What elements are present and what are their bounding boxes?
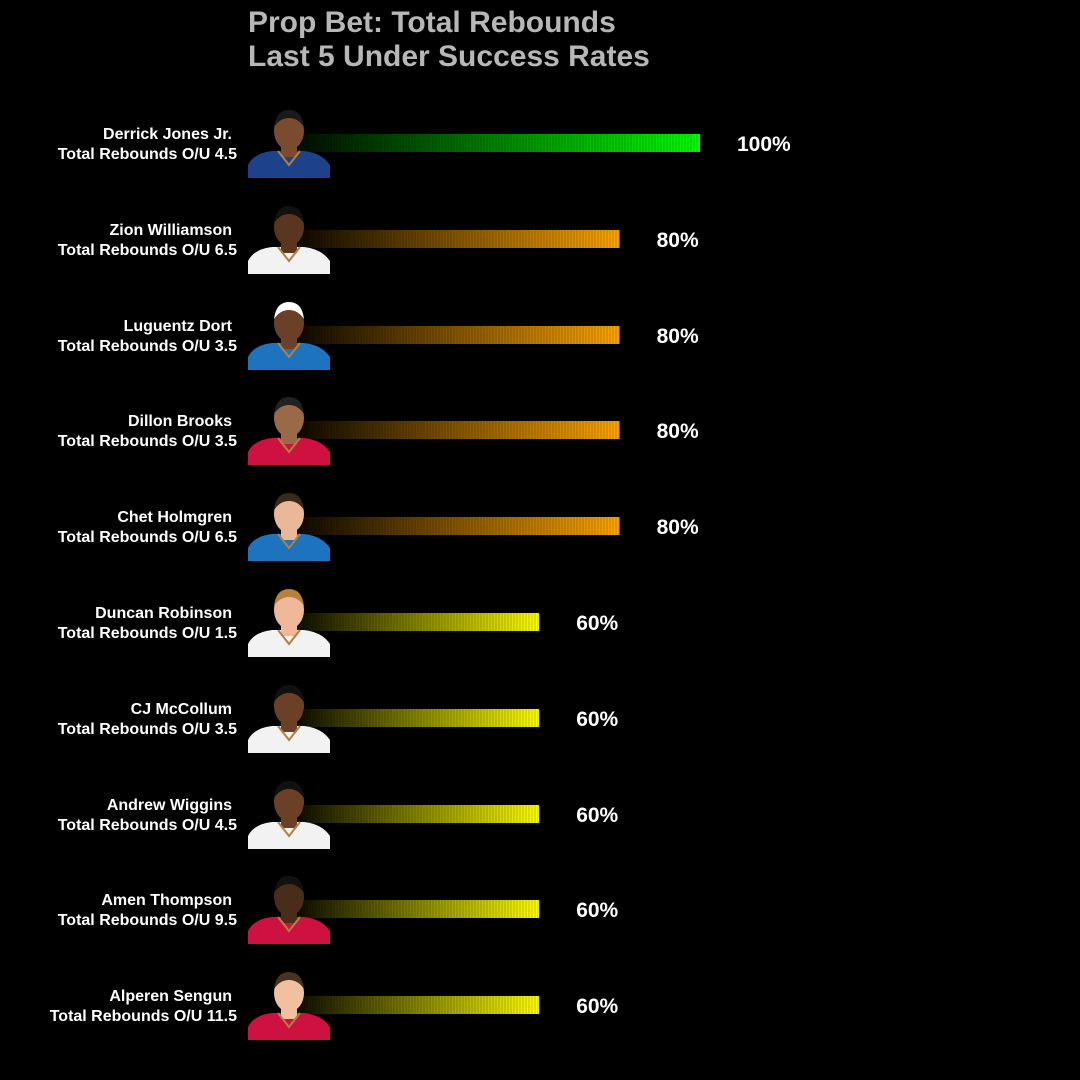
prop-line-label: Total Rebounds O/U 3.5	[58, 721, 237, 738]
value-label: 80%	[657, 420, 699, 443]
prop-line-label: Total Rebounds O/U 6.5	[58, 529, 237, 546]
value-label: 100%	[737, 133, 791, 156]
player-headshot	[248, 972, 330, 1040]
player-headshot	[248, 589, 330, 657]
bar-rows: Derrick Jones Jr. Total Rebounds O/U 4.5 1…	[50, 110, 791, 1040]
bar-stripes	[300, 230, 620, 248]
player-name-label: Andrew Wiggins	[107, 797, 232, 814]
value-label: 80%	[657, 229, 699, 252]
bar	[298, 230, 620, 248]
chart-subtitle: Last 5 Under Success Rates	[248, 40, 650, 73]
player-name-label: Amen Thompson	[101, 892, 232, 909]
bar-stripes	[300, 517, 620, 535]
bar	[298, 709, 540, 727]
prop-line-label: Total Rebounds O/U 11.5	[50, 1008, 237, 1025]
player-headshot	[248, 302, 330, 370]
player-headshot	[248, 685, 330, 753]
bar-stripes	[300, 900, 539, 918]
bar-stripes	[300, 421, 620, 439]
player-name-label: Duncan Robinson	[95, 605, 232, 622]
value-label: 80%	[657, 516, 699, 539]
prop-line-label: Total Rebounds O/U 4.5	[58, 817, 237, 834]
bar-row: Derrick Jones Jr. Total Rebounds O/U 4.5 1…	[58, 110, 791, 178]
player-name-label: Chet Holmgren	[117, 509, 232, 526]
player-headshot	[248, 493, 330, 561]
player-name-label: Zion Williamson	[109, 222, 232, 239]
player-headshot	[248, 397, 330, 465]
bar	[298, 996, 540, 1014]
bar-stripes	[300, 134, 698, 152]
bar-stripes	[300, 326, 620, 344]
player-name-label: Derrick Jones Jr.	[103, 126, 232, 143]
bar-row: Dillon Brooks Total Rebounds O/U 3.5 80%	[58, 397, 699, 465]
bar-row: Andrew Wiggins Total Rebounds O/U 4.5 60%	[58, 781, 619, 849]
bar-row: Duncan Robinson Total Rebounds O/U 1.5 60%	[58, 589, 619, 657]
bar	[298, 517, 620, 535]
value-label: 80%	[657, 325, 699, 348]
prop-line-label: Total Rebounds O/U 6.5	[58, 242, 237, 259]
bar	[298, 421, 620, 439]
prop-line-label: Total Rebounds O/U 1.5	[58, 625, 237, 642]
chart-title-line1: Prop Bet: Total Rebounds	[248, 6, 616, 39]
player-name-label: Alperen Sengun	[109, 988, 232, 1005]
bar	[298, 900, 540, 918]
bar-stripes	[300, 805, 539, 823]
bar-row: Zion Williamson Total Rebounds O/U 6.5 80%	[58, 206, 699, 274]
value-label: 60%	[576, 899, 618, 922]
player-headshot	[248, 110, 330, 178]
player-name-label: Dillon Brooks	[128, 413, 232, 430]
chart-title: Prop Bet: Total Rebounds Last 5 Under Su…	[248, 6, 650, 74]
player-headshot	[248, 781, 330, 849]
bar-stripes	[300, 613, 539, 631]
bar-stripes	[300, 709, 539, 727]
bar-stripes	[300, 996, 539, 1014]
bar-row: Amen Thompson Total Rebounds O/U 9.5 60%	[58, 876, 619, 944]
prop-line-label: Total Rebounds O/U 3.5	[58, 433, 237, 450]
bar	[298, 613, 540, 631]
player-name-label: Luguentz Dort	[124, 318, 233, 335]
value-label: 60%	[576, 708, 618, 731]
prop-line-label: Total Rebounds O/U 3.5	[58, 338, 237, 355]
value-label: 60%	[576, 612, 618, 635]
prop-line-label: Total Rebounds O/U 9.5	[58, 912, 237, 929]
value-label: 60%	[576, 804, 618, 827]
bar	[298, 805, 540, 823]
bar	[298, 134, 700, 152]
bar-row: Chet Holmgren Total Rebounds O/U 6.5 80%	[58, 493, 699, 561]
player-headshot	[248, 206, 330, 274]
bar-row: Luguentz Dort Total Rebounds O/U 3.5 80%	[58, 302, 699, 370]
player-name-label: CJ McCollum	[131, 701, 232, 718]
prop-line-label: Total Rebounds O/U 4.5	[58, 146, 237, 163]
bar	[298, 326, 620, 344]
player-headshot	[248, 876, 330, 944]
value-label: 60%	[576, 995, 618, 1018]
bar-row: CJ McCollum Total Rebounds O/U 3.5 60%	[58, 685, 619, 753]
bar-row: Alperen Sengun Total Rebounds O/U 11.5 60%	[50, 972, 619, 1040]
